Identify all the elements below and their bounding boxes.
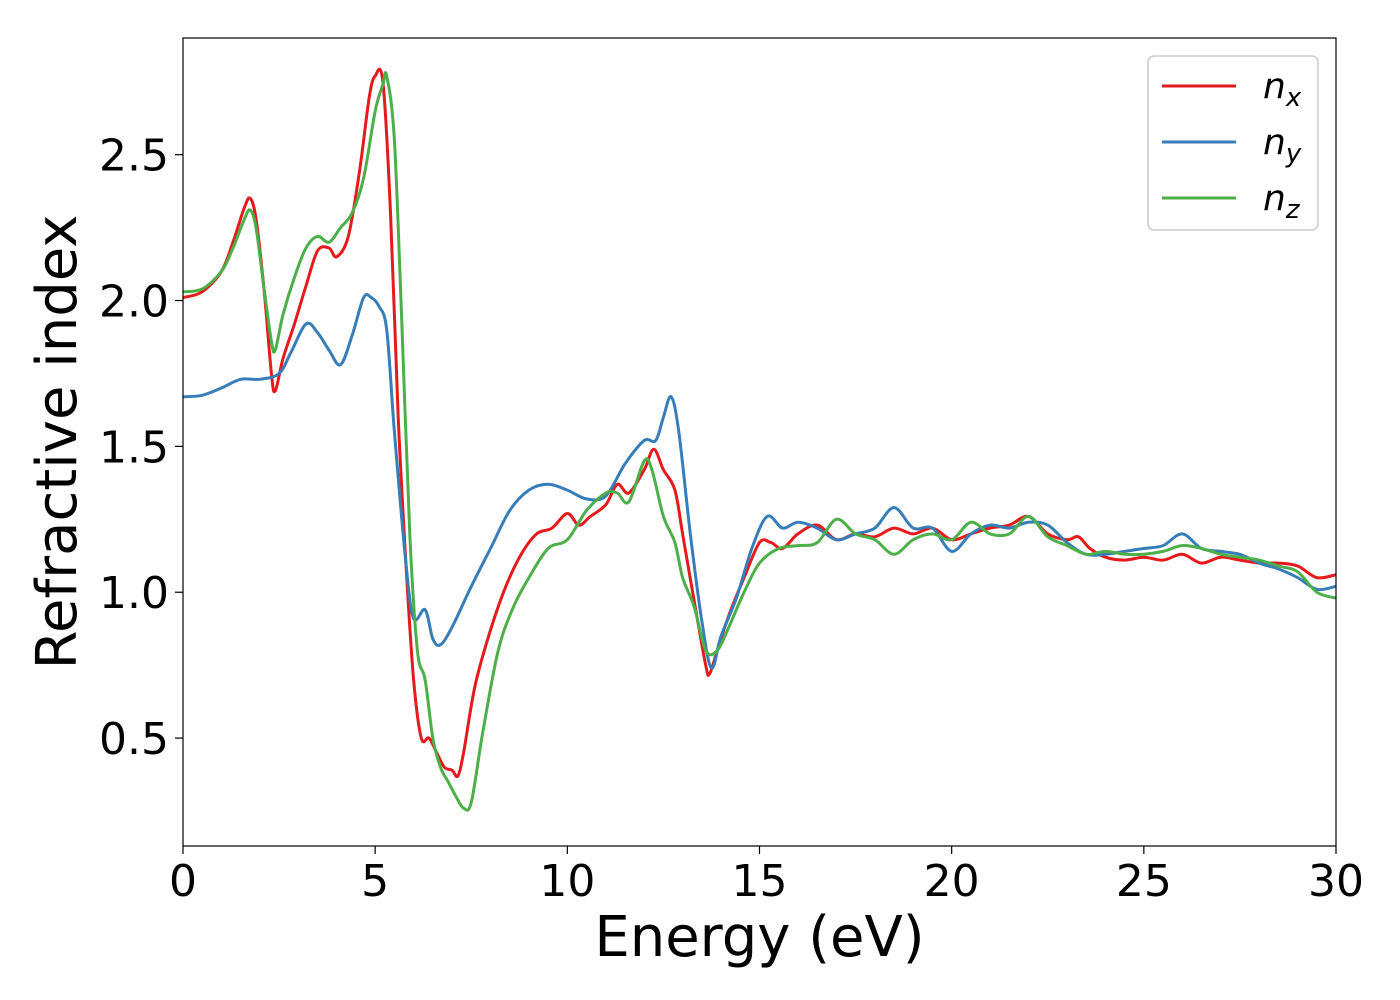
series-layer xyxy=(183,67,1336,812)
y-tick-label: 2.0 xyxy=(99,277,169,328)
legend: nx ny nz xyxy=(1147,55,1319,231)
series-line-ny xyxy=(183,293,1336,670)
x-tick-label: 0 xyxy=(169,856,197,907)
legend-label-ny: ny xyxy=(1263,122,1302,169)
x-tick-label: 5 xyxy=(361,856,389,907)
y-axis-ticks: 0.5 1.0 1.5 2.0 2.5 xyxy=(99,131,183,765)
legend-label-nx: nx xyxy=(1263,66,1302,113)
y-tick-label: 1.0 xyxy=(99,568,169,619)
x-tick-label: 20 xyxy=(924,856,980,907)
x-axis-title: Energy (eV) xyxy=(594,905,924,970)
y-axis-title: Refractive index xyxy=(25,215,90,670)
series-line-nz xyxy=(183,71,1336,812)
series-line-nx xyxy=(183,67,1336,779)
x-tick-label: 25 xyxy=(1116,856,1172,907)
y-tick-label: 0.5 xyxy=(99,714,169,765)
x-tick-label: 30 xyxy=(1308,856,1364,907)
x-tick-label: 10 xyxy=(539,856,595,907)
y-tick-label: 2.5 xyxy=(99,131,169,182)
y-tick-label: 1.5 xyxy=(99,422,169,473)
x-axis-ticks: 0 5 10 15 20 25 30 xyxy=(169,846,1364,907)
x-tick-label: 15 xyxy=(732,856,788,907)
legend-label-nz: nz xyxy=(1263,178,1301,225)
